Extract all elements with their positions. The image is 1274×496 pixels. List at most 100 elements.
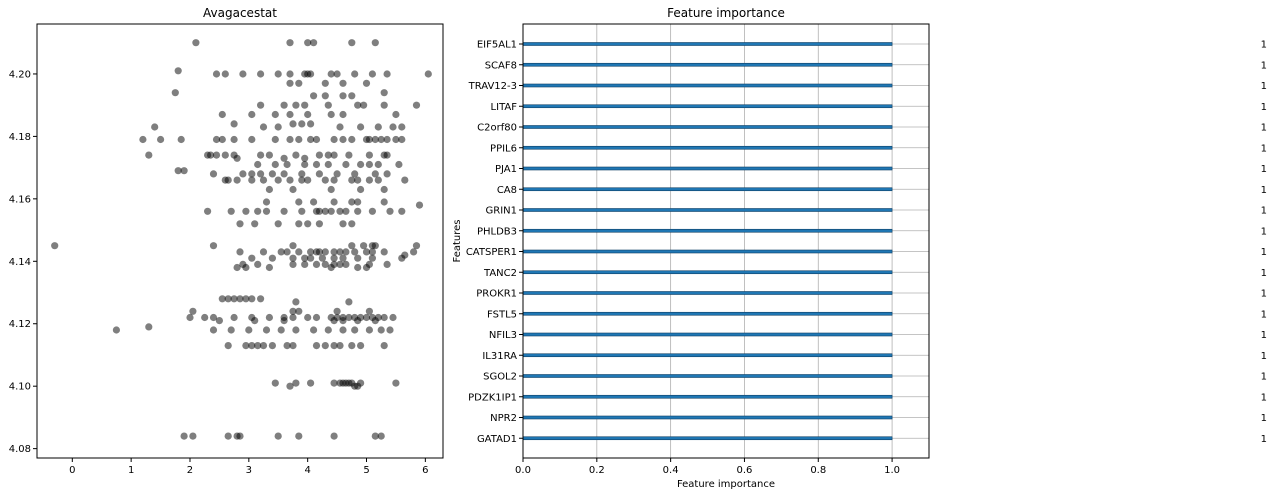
importance-category-label: CATSPER1 (466, 247, 517, 258)
importance-value-label: 1 (1261, 226, 1267, 237)
scatter-point (239, 170, 247, 178)
scatter-x-tick-label: 4 (304, 465, 310, 476)
scatter-point (171, 89, 179, 97)
scatter-point (201, 313, 209, 322)
importance-grid (522, 24, 929, 458)
scatter-point (230, 120, 238, 128)
scatter-point (312, 135, 321, 144)
scatter-point (145, 151, 153, 159)
scatter-point (315, 207, 323, 215)
scatter-point (298, 207, 306, 215)
scatter-point (242, 207, 250, 215)
importance-value-label: 1 (1261, 330, 1267, 341)
scatter-point (274, 70, 282, 78)
scatter-point (383, 260, 391, 268)
scatter-point (248, 176, 256, 184)
importance-value-label: 1 (1261, 434, 1267, 445)
scatter-point (333, 70, 341, 78)
scatter-point (242, 263, 250, 272)
importance-category-label: C2orf80 (477, 123, 517, 134)
scatter-point (321, 248, 329, 256)
importance-category-label: SCAF8 (485, 60, 517, 71)
importance-bar (522, 83, 893, 88)
scatter-point (301, 101, 309, 109)
importance-bar (522, 374, 893, 378)
scatter-point (377, 135, 385, 144)
scatter-point (262, 198, 271, 206)
scatter-point (315, 248, 323, 256)
scatter-point (280, 154, 288, 162)
scatter-point (248, 254, 256, 262)
scatter-point (286, 70, 294, 78)
scatter-point (339, 110, 347, 119)
scatter-point (398, 135, 406, 144)
scatter-point (324, 160, 332, 169)
importance-category-label: PPIL6 (490, 143, 517, 154)
scatter-point (398, 207, 406, 215)
scatter-y-tick-label: 4.08 (9, 444, 31, 455)
scatter-point (330, 379, 338, 387)
scatter-point (292, 151, 300, 159)
scatter-point (368, 70, 376, 78)
scatter-point (330, 135, 338, 144)
importance-bar (522, 353, 893, 358)
scatter-point (365, 176, 373, 184)
scatter-point (304, 110, 312, 119)
scatter-point (360, 101, 368, 109)
scatter-point (268, 342, 276, 350)
scatter-point (265, 313, 273, 322)
importance-bar (522, 415, 893, 420)
importance-value-label: 1 (1261, 143, 1267, 154)
scatter-point (268, 254, 276, 262)
scatter-point (221, 151, 229, 159)
scatter-point (362, 79, 371, 87)
scatter-point (357, 160, 365, 169)
scatter-point (324, 326, 332, 334)
scatter-point (274, 123, 282, 131)
scatter-x-tick-label: 6 (422, 465, 428, 476)
scatter-point (377, 432, 385, 440)
scatter-point (348, 39, 356, 47)
scatter-point (218, 295, 226, 303)
scatter-point (307, 379, 315, 387)
scatter-point (357, 185, 365, 194)
scatter-point (280, 207, 288, 215)
importance-category-label: PJA1 (495, 164, 517, 175)
scatter-point (295, 79, 303, 87)
scatter-points (51, 39, 432, 440)
scatter-point (254, 260, 262, 268)
importance-value-label: 1 (1261, 81, 1267, 92)
scatter-y-tick-label: 4.12 (9, 319, 31, 330)
scatter-point (236, 432, 244, 440)
scatter-point (254, 342, 262, 350)
scatter-y-tick-label: 4.20 (9, 69, 31, 80)
scatter-point (410, 248, 418, 256)
scatter-point (354, 263, 362, 272)
scatter-point (209, 313, 218, 322)
scatter-point (271, 135, 279, 144)
scatter-point (304, 39, 312, 47)
scatter-point (254, 160, 262, 169)
scatter-point (312, 160, 321, 169)
scatter-point (339, 317, 347, 325)
scatter-point (333, 307, 341, 315)
scatter-point (209, 170, 218, 178)
scatter-point (257, 101, 265, 109)
importance-category-label: IL31RA (482, 351, 517, 362)
scatter-point (339, 326, 347, 334)
scatter-point (227, 326, 235, 334)
scatter-point (265, 185, 273, 194)
importance-bar (522, 394, 893, 399)
importance-bar (522, 166, 893, 171)
importance-category-label: GATAD1 (477, 434, 517, 445)
scatter-point (389, 313, 397, 322)
scatter-point (342, 207, 350, 215)
scatter-point (271, 379, 279, 387)
scatter-point (301, 160, 309, 169)
scatter-point (295, 248, 303, 256)
importance-category-label: PROKR1 (476, 289, 517, 300)
importance-bar (522, 42, 893, 46)
scatter-point (357, 123, 365, 131)
scatter-point (380, 313, 388, 322)
scatter-point (301, 254, 309, 262)
